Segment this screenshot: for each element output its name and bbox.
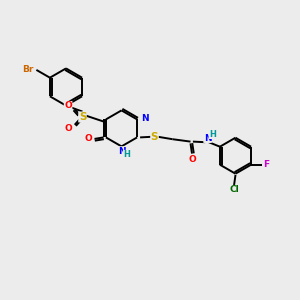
Text: H: H (209, 130, 216, 139)
Text: S: S (79, 112, 86, 122)
Text: O: O (64, 124, 72, 133)
Text: N: N (118, 147, 125, 156)
Text: O: O (64, 101, 72, 110)
Text: F: F (263, 160, 269, 169)
Text: N: N (141, 114, 148, 123)
Text: Br: Br (22, 65, 34, 74)
Text: O: O (84, 134, 92, 143)
Text: O: O (188, 155, 196, 164)
Text: S: S (151, 132, 158, 142)
Text: H: H (124, 150, 130, 159)
Text: N: N (204, 134, 212, 142)
Text: Cl: Cl (229, 185, 239, 194)
